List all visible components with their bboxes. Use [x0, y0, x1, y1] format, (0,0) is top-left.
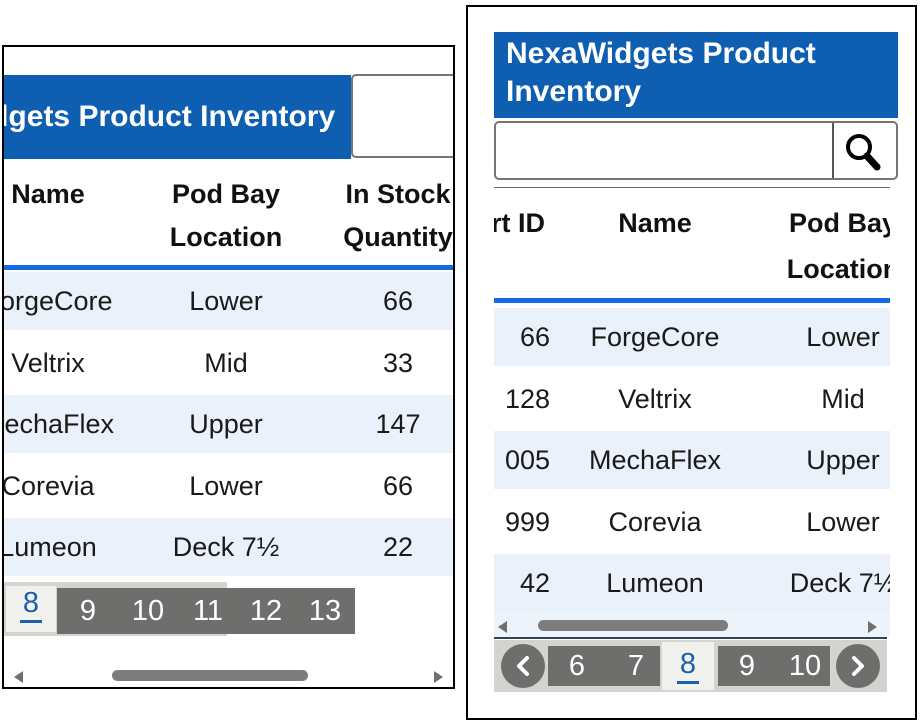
horizontal-scrollbar-thumb[interactable] — [538, 620, 728, 631]
column-header-location-line1[interactable]: Pod Bay — [171, 179, 281, 209]
table-row[interactable]: 128 Veltrix Mid — [494, 370, 890, 428]
app-title: NexaWidgets Product Inventory — [506, 37, 816, 108]
table-row[interactable]: 999 Corevia Lower — [494, 493, 890, 551]
cell-quantity: 66 — [382, 470, 414, 501]
cell-name: Corevia — [608, 506, 702, 537]
cell-quantity: 147 — [375, 409, 421, 439]
cell-part-id: 999 — [504, 506, 550, 537]
page-button[interactable]: 13 — [308, 595, 342, 627]
cell-location: Upper — [806, 445, 880, 475]
cell-location: Mid — [204, 347, 248, 378]
chevron-left-icon — [517, 656, 529, 676]
column-header-name[interactable]: Name — [11, 179, 85, 209]
table-scroll-viewport: Part ID Name Pod Bay Location 66 ForgeCo… — [494, 180, 890, 612]
cell-quantity: 22 — [382, 532, 414, 562]
cell-location: Deck 7½ — [172, 532, 280, 562]
cell-name: Veltrix — [618, 383, 692, 414]
cell-name: Lumeon — [2, 532, 97, 562]
page-button[interactable]: 9 — [738, 650, 756, 682]
pager-prev-button[interactable] — [501, 644, 545, 688]
search-input[interactable] — [496, 123, 802, 178]
page-button[interactable]: 10 — [788, 650, 822, 682]
cell-part-id: 005 — [504, 445, 550, 475]
search-input[interactable] — [353, 76, 453, 156]
page-current[interactable]: 8 — [662, 648, 714, 685]
table-row[interactable]: ForgeCore Lower 66 — [4, 272, 453, 330]
cell-name: Veltrix — [11, 347, 85, 378]
cell-name: ForgeCore — [4, 286, 113, 316]
inventory-widget-narrow: NexaWidgets Product Inventory Part ID Na… — [466, 5, 917, 720]
scroll-left-arrow-icon[interactable] — [498, 621, 507, 633]
app-title-bar: NexaWidgets Product Inventory — [494, 32, 898, 118]
cell-location: Lower — [189, 286, 263, 316]
app-title-bar: NexaWidgets Product Inventory — [4, 75, 351, 159]
page-button[interactable]: 11 — [192, 595, 224, 627]
cell-name: Lumeon — [606, 568, 704, 598]
header-divider — [494, 298, 890, 303]
column-header-location-line2[interactable]: Location — [169, 222, 283, 252]
table-top-border — [494, 187, 890, 188]
cell-location: Mid — [821, 383, 865, 414]
scroll-right-arrow-icon[interactable] — [868, 621, 877, 633]
current-page-cell — [6, 586, 56, 632]
table-row[interactable]: Corevia Lower 66 — [4, 457, 453, 515]
page-button[interactable]: 12 — [249, 595, 283, 627]
cell-quantity: 33 — [382, 347, 414, 378]
pager-next-button[interactable] — [836, 644, 880, 688]
column-header-location-line1[interactable]: Pod Bay — [788, 208, 890, 238]
inventory-widget-wide: NexaWidgets Product Inventory Name Pod B… — [2, 45, 455, 689]
page-button[interactable]: 10 — [131, 595, 165, 627]
cell-location: Deck 7½ — [789, 568, 890, 598]
cell-location: Lower — [806, 506, 880, 537]
cell-part-id: 42 — [519, 568, 550, 598]
cell-location: Lower — [189, 470, 263, 501]
table-row[interactable]: Veltrix Mid 33 — [4, 334, 453, 392]
cell-location: Lower — [806, 322, 880, 352]
cell-name: ForgeCore — [590, 322, 720, 352]
column-header-stock-line1[interactable]: In Stock — [345, 179, 451, 209]
page-button[interactable]: 6 — [568, 650, 586, 682]
search-icon[interactable] — [841, 131, 885, 173]
table-row[interactable]: Lumeon Deck 7½ 22 — [4, 518, 453, 576]
app-title: NexaWidgets Product Inventory — [4, 100, 336, 133]
horizontal-scrollbar-thumb[interactable] — [112, 670, 308, 681]
column-header-part-id[interactable]: Part ID — [494, 208, 545, 238]
pager-pages-block — [548, 646, 660, 686]
page-button[interactable]: 7 — [627, 650, 645, 682]
table-row[interactable]: 66 ForgeCore Lower — [494, 308, 890, 366]
cell-name: MechaFlex — [4, 409, 115, 439]
cell-name: MechaFlex — [588, 445, 722, 475]
scroll-right-arrow-icon[interactable] — [434, 671, 443, 683]
page-button[interactable]: 9 — [79, 595, 97, 627]
header-divider — [4, 265, 453, 270]
search-box — [351, 74, 453, 158]
column-header-stock-line2[interactable]: Quantity — [343, 222, 453, 252]
search-divider — [832, 123, 834, 178]
pager-pages-block — [718, 646, 830, 686]
table-row[interactable]: MechaFlex Upper 147 — [4, 395, 453, 453]
column-header-location-line2[interactable]: Location — [786, 254, 890, 284]
page-current[interactable]: 8 — [6, 587, 56, 624]
cell-quantity: 66 — [382, 286, 414, 316]
search-box — [494, 121, 898, 180]
cell-part-id: 66 — [519, 322, 550, 352]
column-header-name[interactable]: Name — [618, 208, 692, 238]
table-row[interactable]: 005 MechaFlex Upper — [494, 431, 890, 489]
cell-name: Corevia — [2, 470, 95, 501]
cell-location: Upper — [189, 409, 263, 439]
chevron-right-icon — [852, 656, 864, 676]
pager-top-border — [494, 637, 887, 639]
cell-part-id: 128 — [504, 383, 550, 414]
table-row[interactable]: 42 Lumeon Deck 7½ — [494, 554, 890, 612]
scroll-left-arrow-icon[interactable] — [14, 671, 23, 683]
pager-pages-block — [57, 588, 355, 634]
